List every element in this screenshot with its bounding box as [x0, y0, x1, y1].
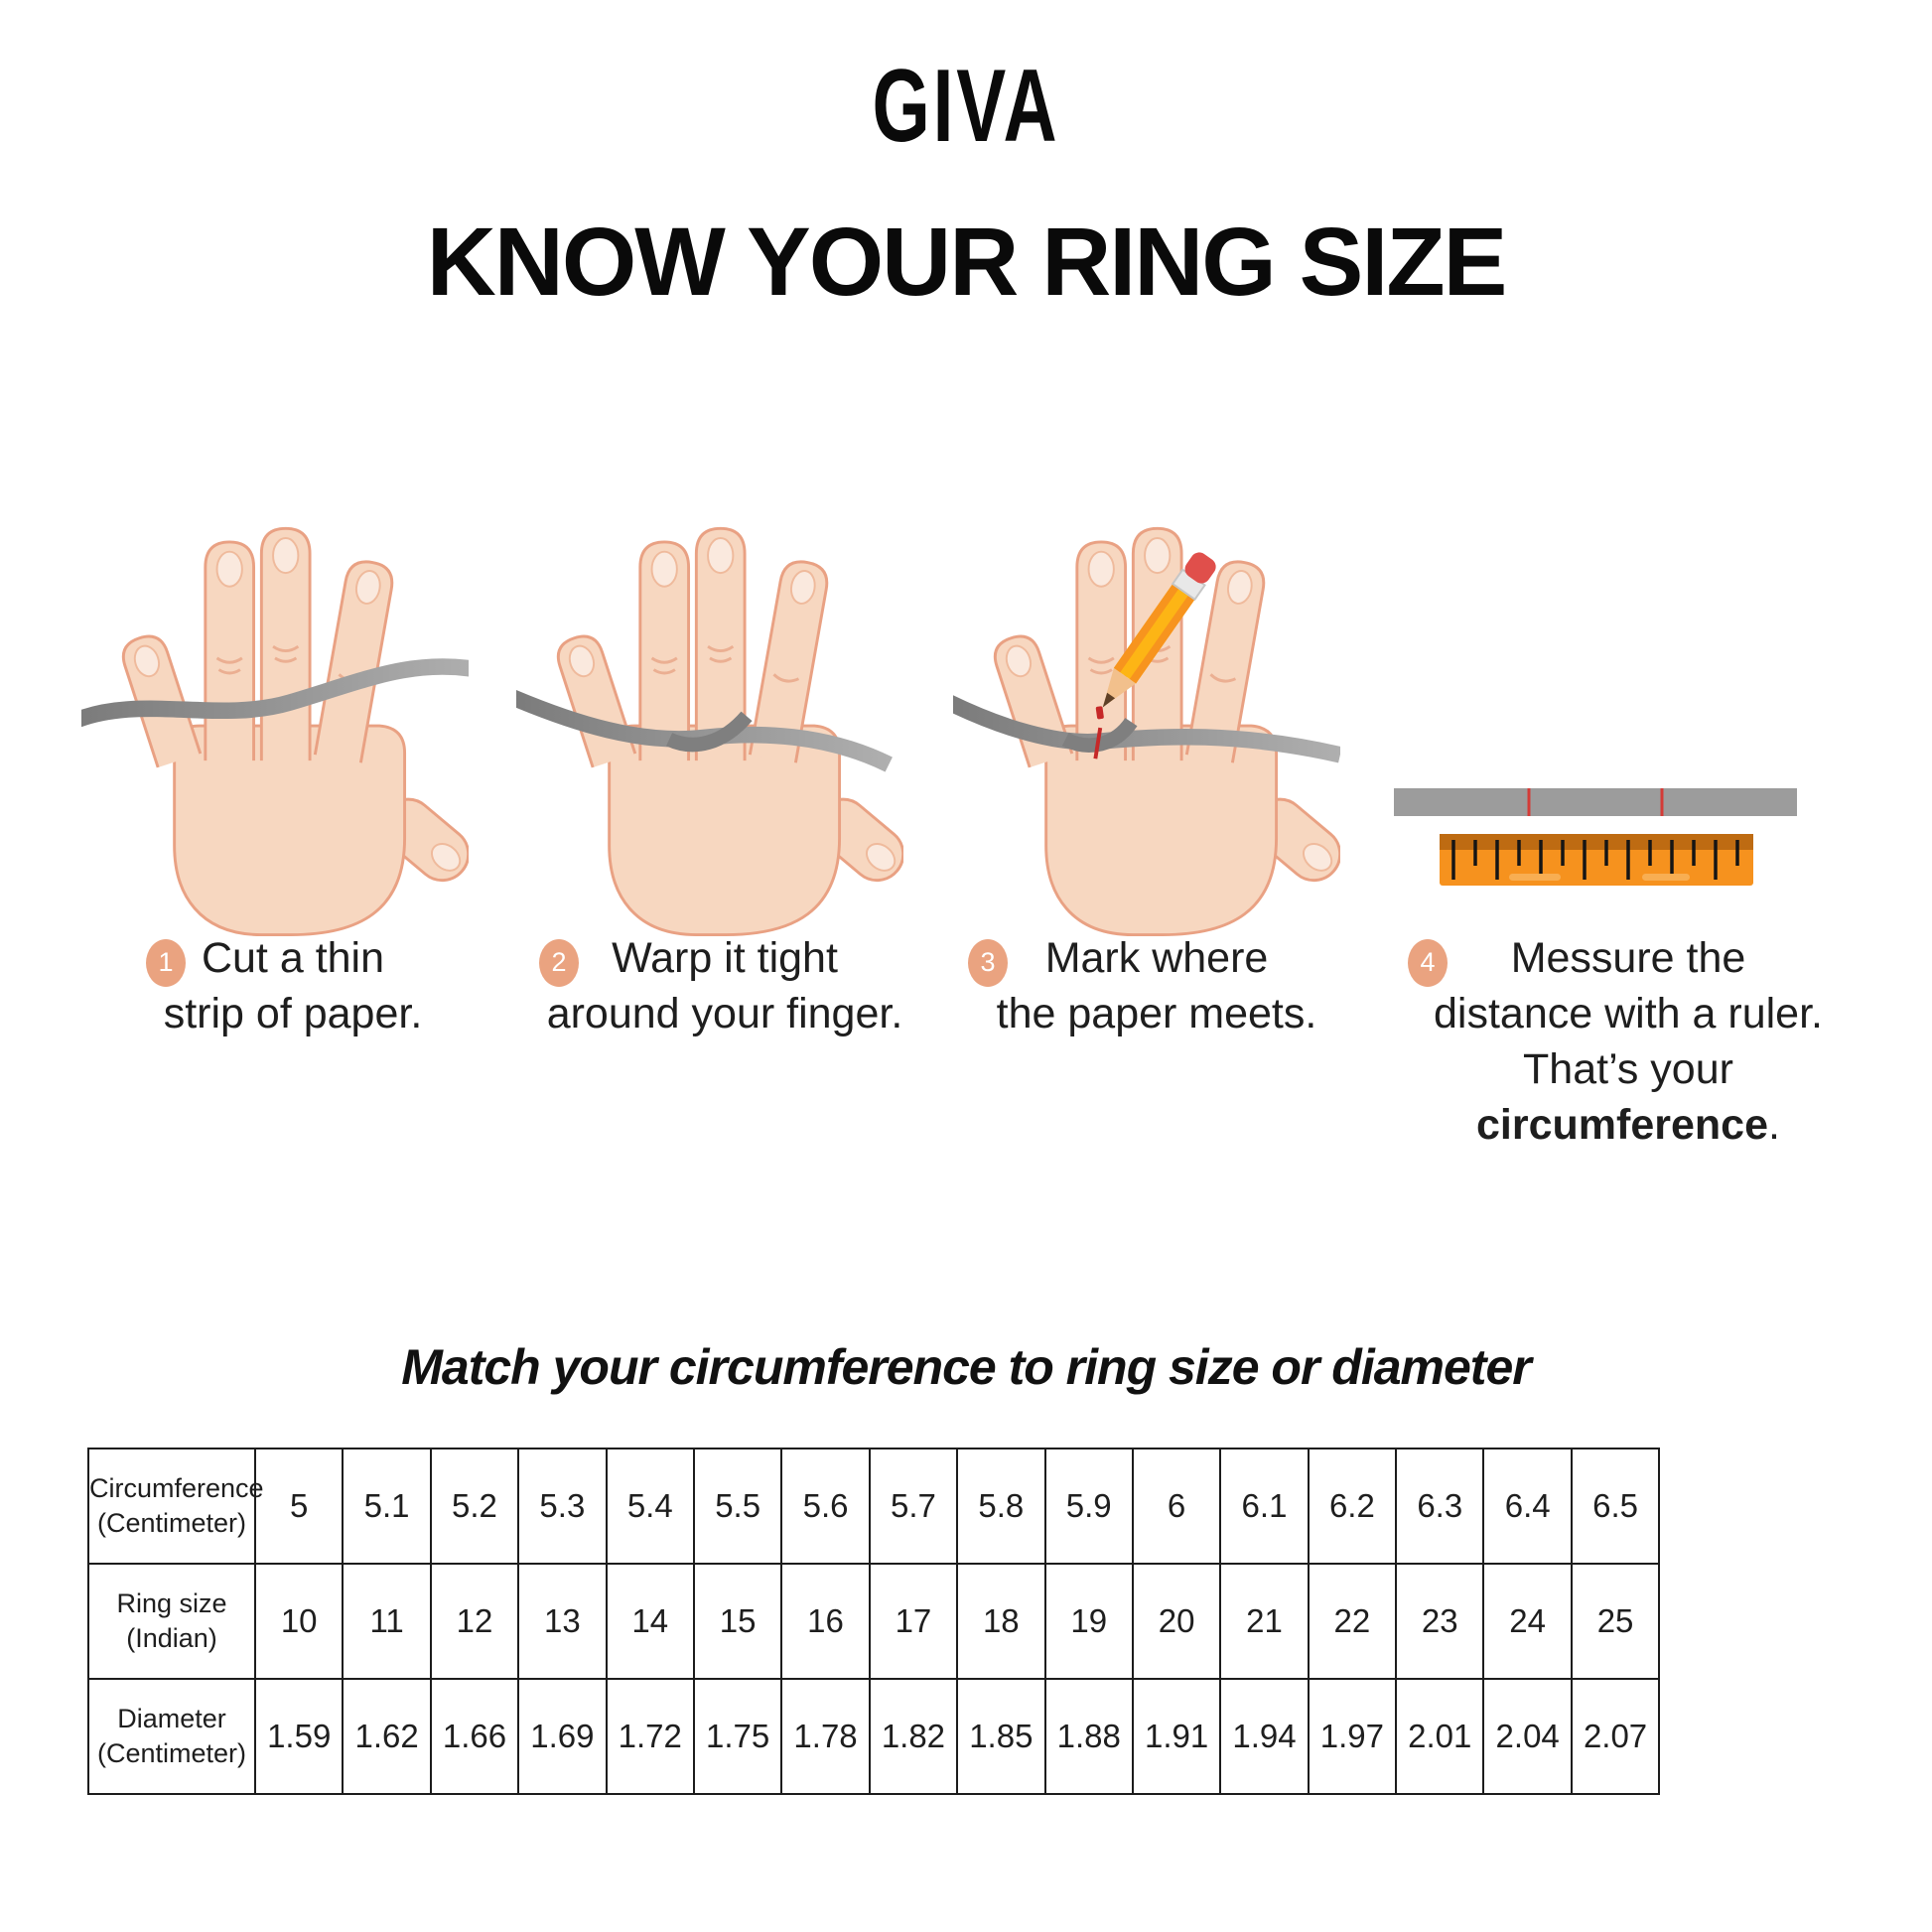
step-text-line: That’s your circumference.	[1380, 1042, 1876, 1154]
hand-step1-illustration	[81, 526, 469, 937]
table-cell: 2.04	[1482, 1678, 1573, 1795]
table-cell: 5.7	[868, 1448, 959, 1565]
step-1: 1 Cut a thin strip of paper.	[74, 931, 511, 1042]
hand-step3-illustration	[953, 526, 1340, 937]
table-cell: 1.82	[868, 1678, 959, 1795]
step-text-line: Cut a thin	[201, 934, 385, 982]
table-cell: 24	[1482, 1563, 1573, 1680]
table-cell: 6.5	[1570, 1448, 1661, 1565]
table-cell: 15	[692, 1563, 783, 1680]
table-cell: 20	[1131, 1563, 1222, 1680]
table-cell: 5.5	[692, 1448, 783, 1565]
paper-strip	[81, 658, 469, 728]
row-header: Ring size (Indian)	[87, 1563, 256, 1680]
table-cell: 1.72	[605, 1678, 695, 1795]
pencil-icon	[1102, 552, 1216, 708]
table-cell: 5	[253, 1448, 345, 1565]
step-4: 4 Messure the distance with a ruler. Tha…	[1380, 931, 1876, 1154]
step-text-segment: That’s your	[1523, 1044, 1733, 1093]
paper-strip-wrap	[666, 711, 753, 753]
table-row: Circumference (Centimeter) 5 5.1 5.2 5.3 5.4 5…	[87, 1448, 1661, 1565]
table-cell: 19	[1043, 1563, 1134, 1680]
table-cell: 23	[1395, 1563, 1485, 1680]
step-text-line: strip of paper.	[163, 989, 423, 1037]
ruler-icon	[1440, 834, 1753, 886]
table-cell: 5.1	[342, 1448, 432, 1565]
table-cell: 17	[868, 1563, 959, 1680]
table-cell: 1.75	[692, 1678, 783, 1795]
table-cell: 2.01	[1395, 1678, 1485, 1795]
step-3-number-badge: 3	[968, 939, 1008, 987]
table-cell: 5.4	[605, 1448, 695, 1565]
table-cell: 5.6	[780, 1448, 871, 1565]
step-text-line: the paper meets.	[996, 989, 1317, 1037]
table-cell: 1.59	[253, 1678, 345, 1795]
table-cell: 1.66	[429, 1678, 520, 1795]
row-header: Diameter (Centimeter)	[87, 1678, 256, 1795]
step-3: 3 Mark where the paper meets.	[928, 931, 1385, 1042]
table-cell: 5.2	[429, 1448, 520, 1565]
table-cell: 14	[605, 1563, 695, 1680]
strip-marks	[1527, 788, 1664, 816]
table-cell: 1.97	[1307, 1678, 1398, 1795]
table-row: Diameter (Centimeter) 1.59 1.62 1.66 1.69 1.7…	[87, 1678, 1661, 1795]
table-cell: 6.2	[1307, 1448, 1398, 1565]
table-cell: 11	[342, 1563, 432, 1680]
paper-strip	[1394, 788, 1797, 816]
table-cell: 1.85	[956, 1678, 1046, 1795]
table-cell: 18	[956, 1563, 1046, 1680]
step-text-line: around your finger.	[546, 989, 903, 1037]
table-cell: 6.4	[1482, 1448, 1573, 1565]
table-cell: 25	[1570, 1563, 1661, 1680]
step-2-number-badge: 2	[539, 939, 579, 987]
paper-strip-wrap	[1061, 717, 1138, 753]
step-text-bold: circumference	[1476, 1100, 1769, 1149]
hand-step2-illustration	[516, 526, 903, 937]
table-cell: 10	[253, 1563, 345, 1680]
step-text-line: Messure the	[1510, 934, 1746, 982]
table-cell: 22	[1307, 1563, 1398, 1680]
table-cell: 5.8	[956, 1448, 1046, 1565]
step-text-line: Warp it tight	[612, 934, 838, 982]
table-cell: 21	[1219, 1563, 1310, 1680]
table-cell: 5.3	[517, 1448, 608, 1565]
table-row: Ring size (Indian) 10 11 12 13 14 15 16 17 18 19 20…	[87, 1563, 1661, 1680]
table-cell: 6.3	[1395, 1448, 1485, 1565]
table-cell: 6	[1131, 1448, 1222, 1565]
table-cell: 12	[429, 1563, 520, 1680]
page-title: KNOW YOUR RING SIZE	[426, 207, 1508, 316]
step-text-line: Mark where	[1044, 934, 1269, 982]
ruler-step4-illustration	[1394, 788, 1797, 886]
brand-logo: GIVA	[872, 49, 1060, 164]
table-cell: 1.94	[1219, 1678, 1310, 1795]
pencil-mark-line	[1093, 727, 1103, 759]
table-cell: 1.69	[517, 1678, 608, 1795]
step-1-number-badge: 1	[146, 939, 186, 987]
table-subtitle: Match your circumference to ring size or…	[401, 1339, 1531, 1395]
table-cell: 13	[517, 1563, 608, 1680]
step-text-segment: .	[1768, 1100, 1780, 1149]
pencil-mark-dot	[1095, 706, 1104, 720]
table-cell: 1.78	[780, 1678, 871, 1795]
step-2: 2 Warp it tight around your finger.	[501, 931, 948, 1042]
table-cell: 1.62	[342, 1678, 432, 1795]
table-cell: 5.9	[1043, 1448, 1134, 1565]
row-header: Circumference (Centimeter)	[87, 1448, 264, 1565]
ring-size-table-body: Circumference (Centimeter) 5 5.1 5.2 5.3 5.4 5…	[87, 1448, 1661, 1795]
table-cell: 16	[780, 1563, 871, 1680]
ring-size-table: Circumference (Centimeter) 5 5.1 5.2 5.3 5.4 5…	[87, 1448, 1661, 1795]
table-cell: 1.88	[1043, 1678, 1134, 1795]
table-cell: 6.1	[1219, 1448, 1310, 1565]
table-cell: 2.07	[1570, 1678, 1661, 1795]
table-cell: 1.91	[1131, 1678, 1222, 1795]
step-4-number-badge: 4	[1408, 939, 1448, 987]
step-text-line: distance with a ruler.	[1434, 989, 1823, 1037]
